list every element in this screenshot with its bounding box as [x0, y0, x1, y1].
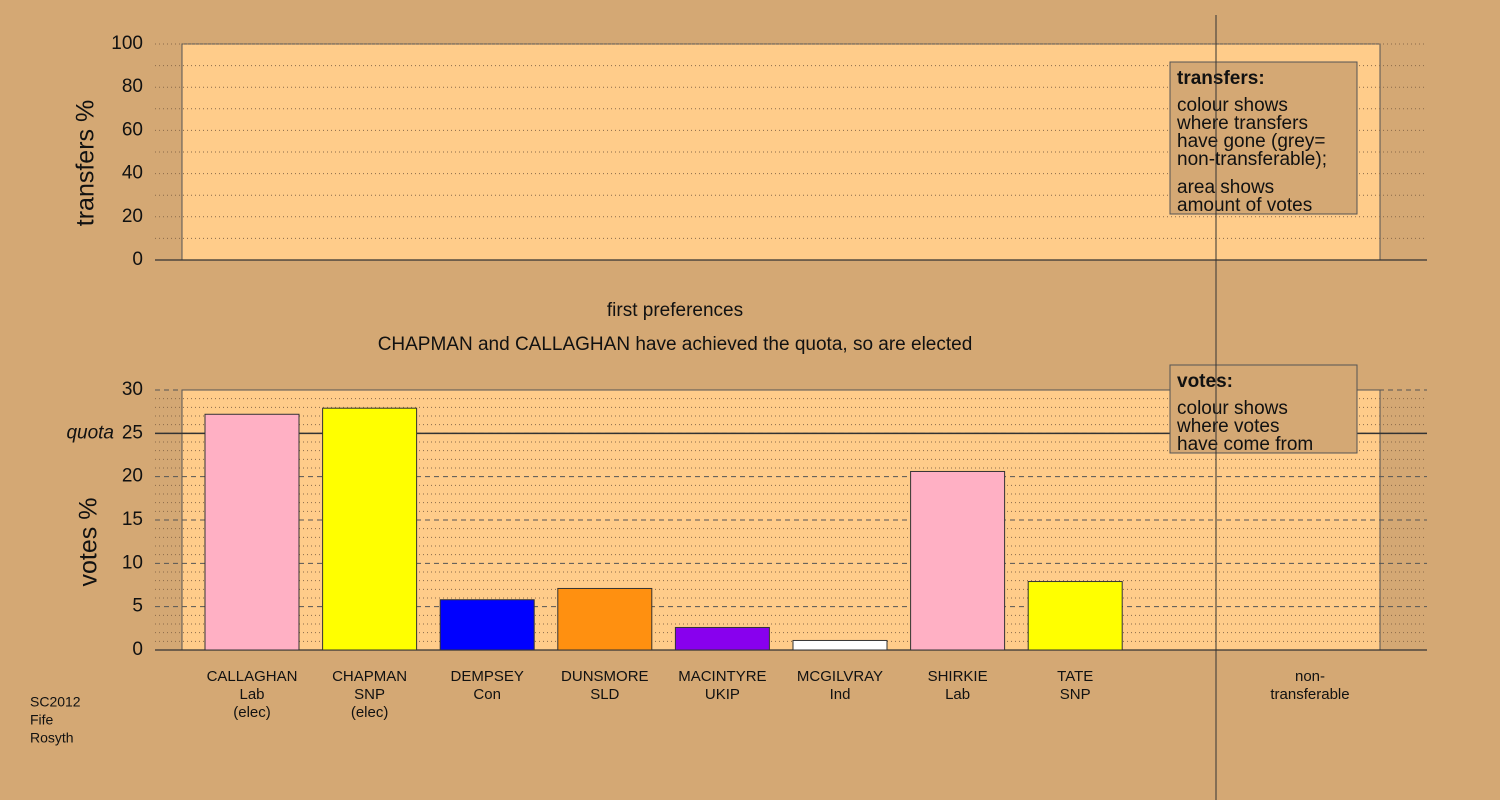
y-axis-label: transfers % — [72, 100, 100, 226]
legend-box — [1169, 61, 1358, 215]
party-label: UKIP — [705, 686, 740, 703]
y-tick-label: 100 — [111, 33, 143, 54]
x-tick-label: CALLAGHAN — [207, 668, 298, 685]
bar — [792, 639, 888, 651]
y-tick-label: 20 — [122, 206, 143, 227]
legend-text: area shows — [1177, 177, 1274, 198]
footnote: Rosyth — [30, 730, 74, 746]
y-tick-label: 60 — [122, 119, 143, 140]
party-label: Con — [473, 686, 501, 703]
footnote: Fife — [30, 712, 54, 728]
x-tick-label: DEMPSEY — [451, 668, 524, 685]
bar — [910, 470, 1006, 651]
x-tick-label: TATE — [1057, 668, 1093, 685]
footnote: SC2012 — [30, 694, 81, 710]
extra-category-label: non- — [1295, 668, 1325, 685]
bar — [204, 413, 300, 651]
y-tick-label: 20 — [122, 466, 143, 487]
party-label: SNP — [354, 686, 385, 703]
bar — [439, 599, 535, 651]
party-label: Lab — [239, 686, 264, 703]
legend-text: where votes — [1176, 416, 1279, 437]
y-tick-label: 0 — [132, 639, 143, 660]
party-label: Lab — [945, 686, 970, 703]
legend-text: non-transferable); — [1177, 149, 1327, 170]
y-tick-label: 0 — [132, 249, 143, 270]
bar — [674, 626, 770, 651]
party-label: SLD — [590, 686, 619, 703]
status-label: (elec) — [351, 704, 389, 721]
bar — [322, 407, 418, 651]
legend-text: amount of votes — [1177, 195, 1312, 216]
y-tick-label: 40 — [122, 163, 143, 184]
y-tick-label: 15 — [122, 509, 143, 530]
x-tick-label: CHAPMAN — [332, 668, 407, 685]
y-tick-label: 10 — [122, 552, 143, 573]
x-tick-label: SHIRKIE — [928, 668, 988, 685]
bar — [1027, 581, 1123, 651]
legend-box — [1169, 364, 1358, 454]
chart-subtitle: CHAPMAN and CALLAGHAN have achieved the … — [378, 334, 973, 355]
y-tick-label: 80 — [122, 76, 143, 97]
party-label: SNP — [1060, 686, 1091, 703]
legend-text: colour shows — [1177, 398, 1288, 419]
chart-title: first preferences — [607, 300, 743, 321]
party-label: Ind — [830, 686, 851, 703]
x-tick-label: DUNSMORE — [561, 668, 649, 685]
legend-title: votes: — [1177, 371, 1233, 392]
legend-text: where transfers — [1176, 113, 1308, 134]
legend-text: have gone (grey= — [1177, 131, 1325, 152]
y-tick-label: 5 — [132, 596, 143, 617]
legend-text: have come from — [1177, 434, 1313, 455]
x-tick-label: MACINTYRE — [678, 668, 766, 685]
extra-category-label: transferable — [1270, 686, 1349, 703]
x-tick-label: MCGILVRAY — [797, 668, 883, 685]
y-tick-label: 30 — [122, 379, 143, 400]
status-label: (elec) — [233, 704, 271, 721]
quota-label: quota — [66, 422, 114, 443]
legend-title: transfers: — [1177, 68, 1265, 89]
y-axis-label: votes % — [75, 498, 103, 587]
y-tick-label: 25 — [122, 422, 143, 443]
legend-text: colour shows — [1177, 95, 1288, 116]
bar — [557, 587, 653, 651]
